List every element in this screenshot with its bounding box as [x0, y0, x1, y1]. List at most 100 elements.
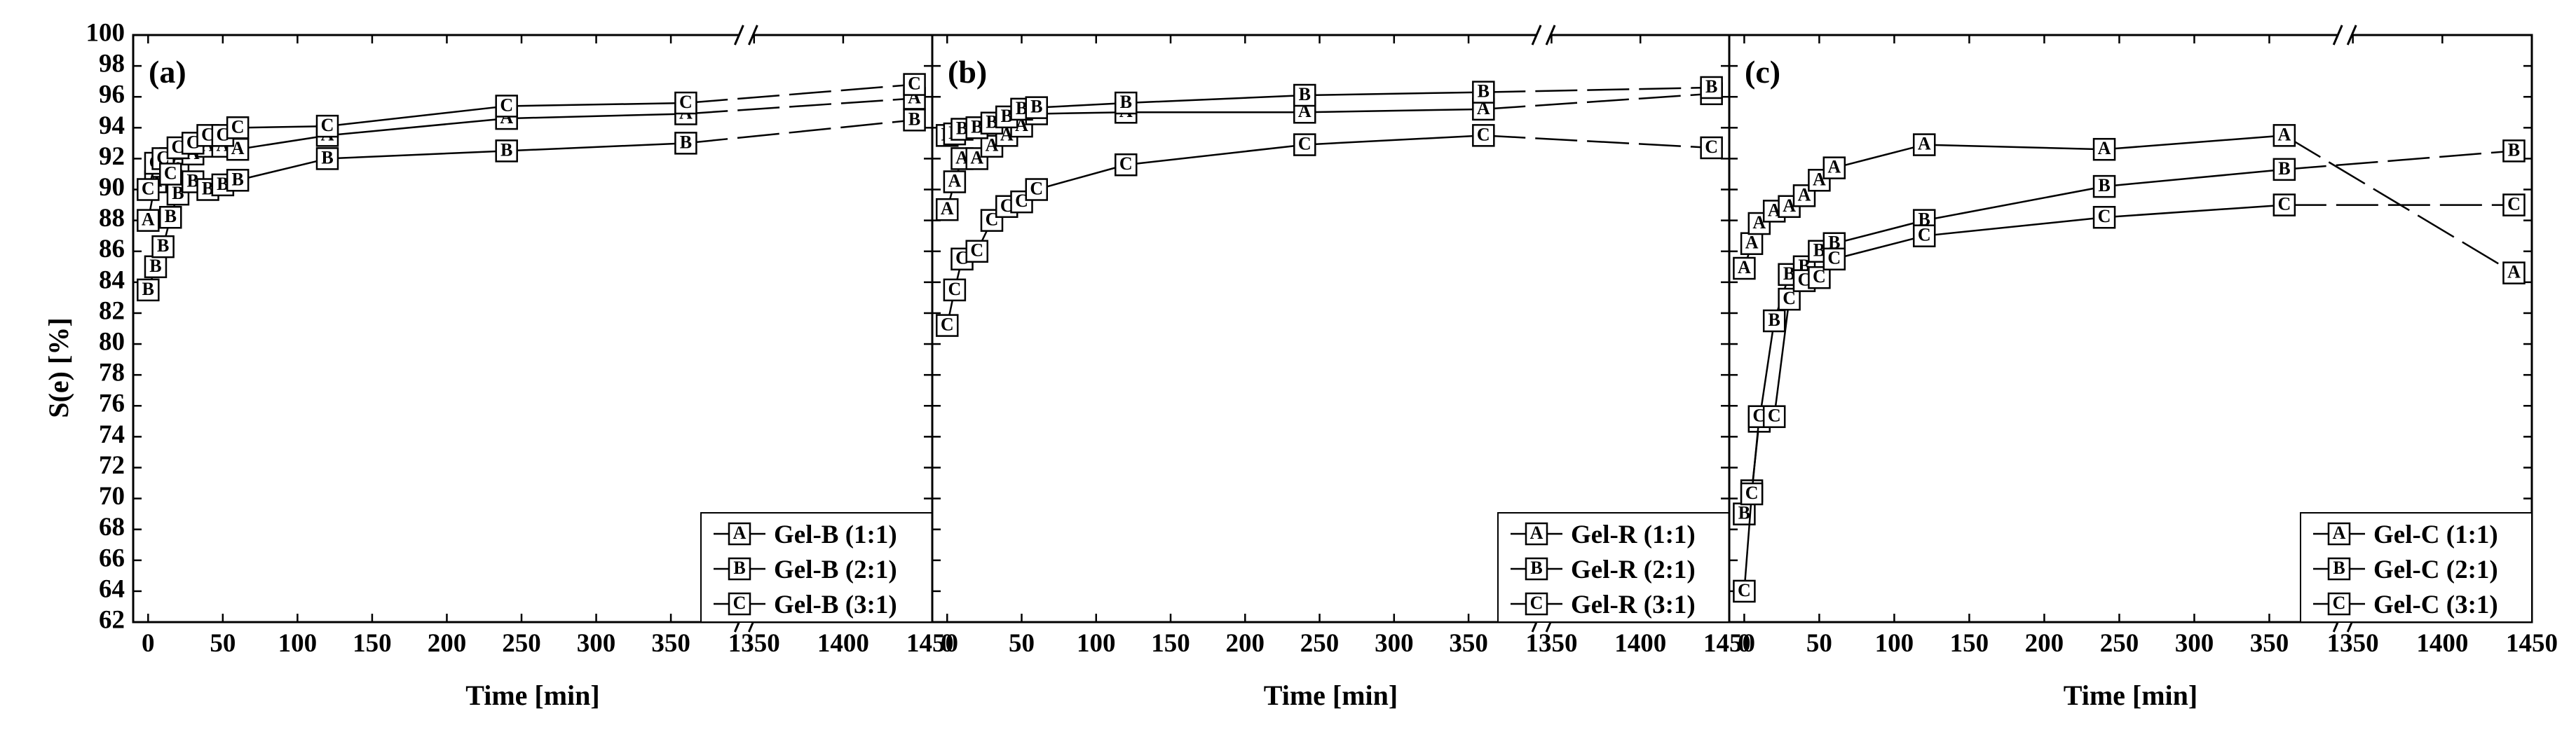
- marker-letter: B: [1828, 233, 1840, 253]
- marker-letter: A: [1813, 169, 1826, 189]
- series-line-A: [1036, 111, 1126, 115]
- data-point-C: C: [137, 178, 160, 201]
- data-point-C: C: [1010, 190, 1033, 214]
- data-point-B: B: [1762, 309, 1786, 333]
- marker-letter: A: [142, 209, 155, 230]
- data-point-C: C: [2092, 205, 2116, 229]
- marker-box: [936, 198, 959, 221]
- legend-label: Gel-C (2:1): [2373, 556, 2498, 584]
- x-axis-title: Time [min]: [465, 680, 599, 711]
- series-line-B: [2104, 168, 2284, 188]
- axis-break-slash: [748, 25, 758, 46]
- legend-item: C Gel-R (3:1): [1511, 591, 1696, 619]
- marker-letter: B: [908, 109, 920, 129]
- series-line-C: [1304, 135, 1484, 146]
- legend-marker-letter: A: [733, 523, 747, 543]
- marker-letter: A: [1745, 233, 1759, 253]
- series-line-B: [2284, 150, 2514, 171]
- legend: A Gel-B (1:1) B Gel-B (2:1) C Gel-B (3:1): [700, 512, 933, 623]
- y-tick-label: 76: [99, 390, 125, 418]
- marker-box: [903, 109, 926, 132]
- data-point-C: C: [1822, 247, 1846, 271]
- series-line-A: [1834, 144, 1925, 169]
- data-point-B: B: [196, 178, 219, 201]
- legend-marker-box: [1525, 557, 1548, 581]
- series-line-B: [1758, 320, 1776, 422]
- y-tick-label: 98: [99, 50, 125, 78]
- marker-letter: C: [1918, 225, 1931, 245]
- marker-letter: C: [955, 248, 969, 268]
- series-line-C: [1126, 144, 1305, 166]
- x-tick-label: 100: [1077, 629, 1116, 658]
- marker-box: [1912, 224, 1936, 247]
- marker-letter: B: [1030, 97, 1042, 117]
- marker-letter: B: [172, 183, 184, 203]
- legend-label: Gel-C (3:1): [2373, 591, 2498, 619]
- marker-letter: A: [2098, 138, 2111, 158]
- y-tick-label: 94: [99, 111, 125, 140]
- marker-box: [2502, 193, 2526, 216]
- marker-letter: A: [1768, 200, 1781, 220]
- x-tick-label: 50: [1009, 629, 1035, 658]
- marker-letter: B: [1120, 92, 1132, 112]
- marker-letter: C: [1030, 178, 1043, 198]
- marker-box: [1472, 81, 1495, 104]
- series-line-C: [1743, 493, 1753, 591]
- legend-marker-letter: B: [1530, 558, 1542, 578]
- data-point-C: C: [315, 114, 339, 138]
- marker-box: [1115, 153, 1138, 177]
- data-point-B: B: [2502, 139, 2526, 163]
- legend-marker-letter: A: [2333, 523, 2346, 543]
- marker-letter: C: [1768, 406, 1781, 426]
- legend-item: C Gel-B (3:1): [714, 591, 897, 619]
- marker-box: [159, 163, 182, 186]
- marker-box: [315, 147, 339, 170]
- marker-letter: C: [231, 116, 245, 137]
- marker-letter: B: [149, 256, 161, 276]
- legend: A Gel-C (1:1) B Gel-C (2:1) C Gel-C (3:1): [2300, 512, 2533, 623]
- series-line-C: [1834, 235, 1925, 260]
- data-point-A: A: [936, 198, 959, 221]
- legend-marker-box: [728, 557, 751, 581]
- series-line-C: [1924, 216, 2105, 237]
- x-tick-label: 150: [353, 629, 392, 658]
- marker-letter: A: [231, 138, 245, 158]
- marker-letter: C: [186, 132, 200, 152]
- marker-letter: B: [1299, 84, 1311, 104]
- x-tick-label: 350: [651, 629, 690, 658]
- data-point-B: B: [1700, 76, 1723, 99]
- axis-break-slash: [1545, 25, 1556, 46]
- x-tick-label: 1350: [728, 629, 780, 658]
- series-line-A: [327, 117, 507, 137]
- series-line-C: [1483, 135, 1712, 149]
- marker-letter: A: [2277, 124, 2291, 144]
- marker-box: [1762, 405, 1786, 428]
- marker-letter: B: [1016, 98, 1028, 118]
- x-tick-label: 1400: [817, 629, 869, 658]
- x-tick-label: 100: [1875, 629, 1914, 658]
- data-point-C: C: [903, 73, 926, 96]
- legend-marker-letter: B: [733, 558, 745, 578]
- marker-letter: C: [1119, 153, 1133, 174]
- x-tick-label: 0: [941, 629, 954, 658]
- marker-letter: C: [970, 240, 983, 261]
- marker-box: [2272, 193, 2296, 216]
- data-point-C: C: [1808, 266, 1831, 289]
- data-point-C: C: [1912, 224, 1936, 247]
- x-tick-label: 250: [2100, 629, 2139, 658]
- series-line-C: [238, 125, 328, 129]
- legend-item: B Gel-R (2:1): [1511, 556, 1696, 584]
- marker-letter: C: [986, 209, 999, 230]
- x-tick-label: 1450: [906, 629, 958, 658]
- series-line-A: [237, 135, 328, 151]
- marker-box: [1740, 482, 1764, 506]
- marker-box: [1822, 156, 1846, 179]
- marker-box: [137, 209, 160, 232]
- x-tick-label: 300: [577, 629, 616, 658]
- legend-marker-box: [1525, 522, 1548, 546]
- axis-break-slash: [1531, 25, 1542, 46]
- data-point-A: A: [1792, 184, 1816, 207]
- series-line-C: [1036, 164, 1126, 191]
- marker-box: [166, 182, 190, 206]
